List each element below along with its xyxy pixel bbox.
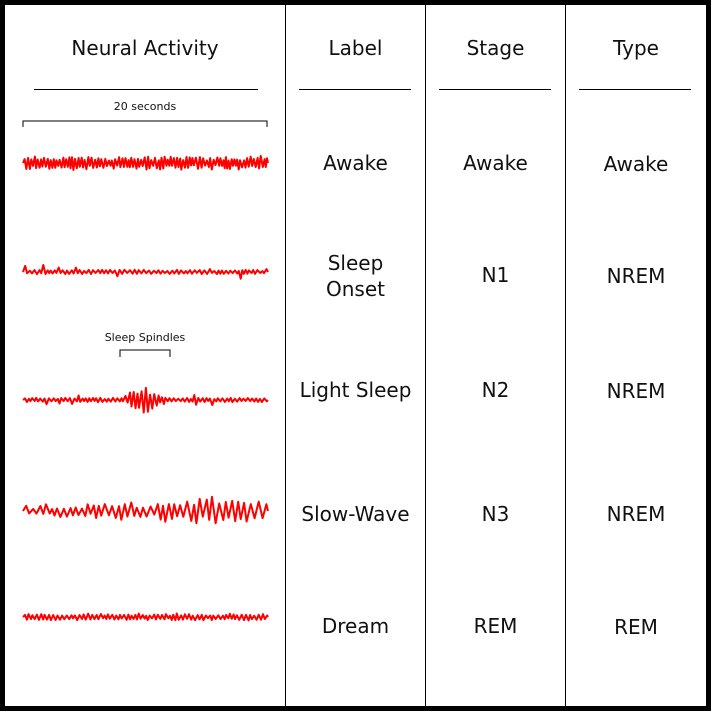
eeg-trace-sleep-onset: [22, 264, 269, 280]
row-dream-label: Dream: [321, 614, 390, 638]
row-slow-wave-type: NREM: [606, 502, 666, 526]
row-light-sleep-type: NREM: [606, 379, 666, 403]
row-light-sleep-stage: N2: [481, 378, 510, 402]
time-scale-bracket: [22, 120, 268, 127]
row-awake-label: Awake: [323, 151, 388, 175]
sleep-spindles-bracket: [119, 349, 171, 357]
header-underline-label: [299, 89, 411, 90]
column-divider-3: [565, 5, 566, 706]
eeg-trace-light-sleep: [22, 386, 269, 414]
header-underline-stage: [439, 89, 551, 90]
eeg-trace-dream: [22, 612, 269, 622]
header-label: Label: [328, 36, 383, 60]
eeg-trace-slow-wave: [22, 495, 269, 525]
row-sleep-onset-type: NREM: [606, 264, 666, 288]
row-light-sleep-label: Light Sleep: [299, 378, 412, 402]
row-sleep-onset-label: Sleep Onset: [286, 250, 425, 302]
row-dream-type: REM: [614, 615, 658, 639]
row-sleep-onset-label-line-1: Sleep: [327, 251, 384, 275]
row-awake-type: Awake: [603, 152, 669, 176]
column-divider-1: [285, 5, 286, 706]
row-awake-stage: Awake: [463, 151, 528, 175]
row-sleep-onset-label-line-2: Onset: [326, 277, 385, 301]
header-stage: Stage: [466, 36, 525, 60]
header-type: Type: [613, 36, 659, 60]
header-underline-neural: [34, 89, 258, 90]
row-slow-wave-label: Slow-Wave: [301, 502, 410, 526]
row-slow-wave-stage: N3: [481, 502, 510, 526]
column-divider-2: [425, 5, 426, 706]
header-neural-activity: Neural Activity: [71, 36, 219, 60]
header-underline-type: [579, 89, 691, 90]
sleep-spindles-label: Sleep Spindles: [104, 331, 186, 344]
time-scale-label: 20 seconds: [113, 100, 177, 113]
row-dream-stage: REM: [473, 614, 518, 638]
row-sleep-onset-stage: N1: [481, 263, 510, 287]
eeg-trace-awake: [22, 154, 269, 171]
